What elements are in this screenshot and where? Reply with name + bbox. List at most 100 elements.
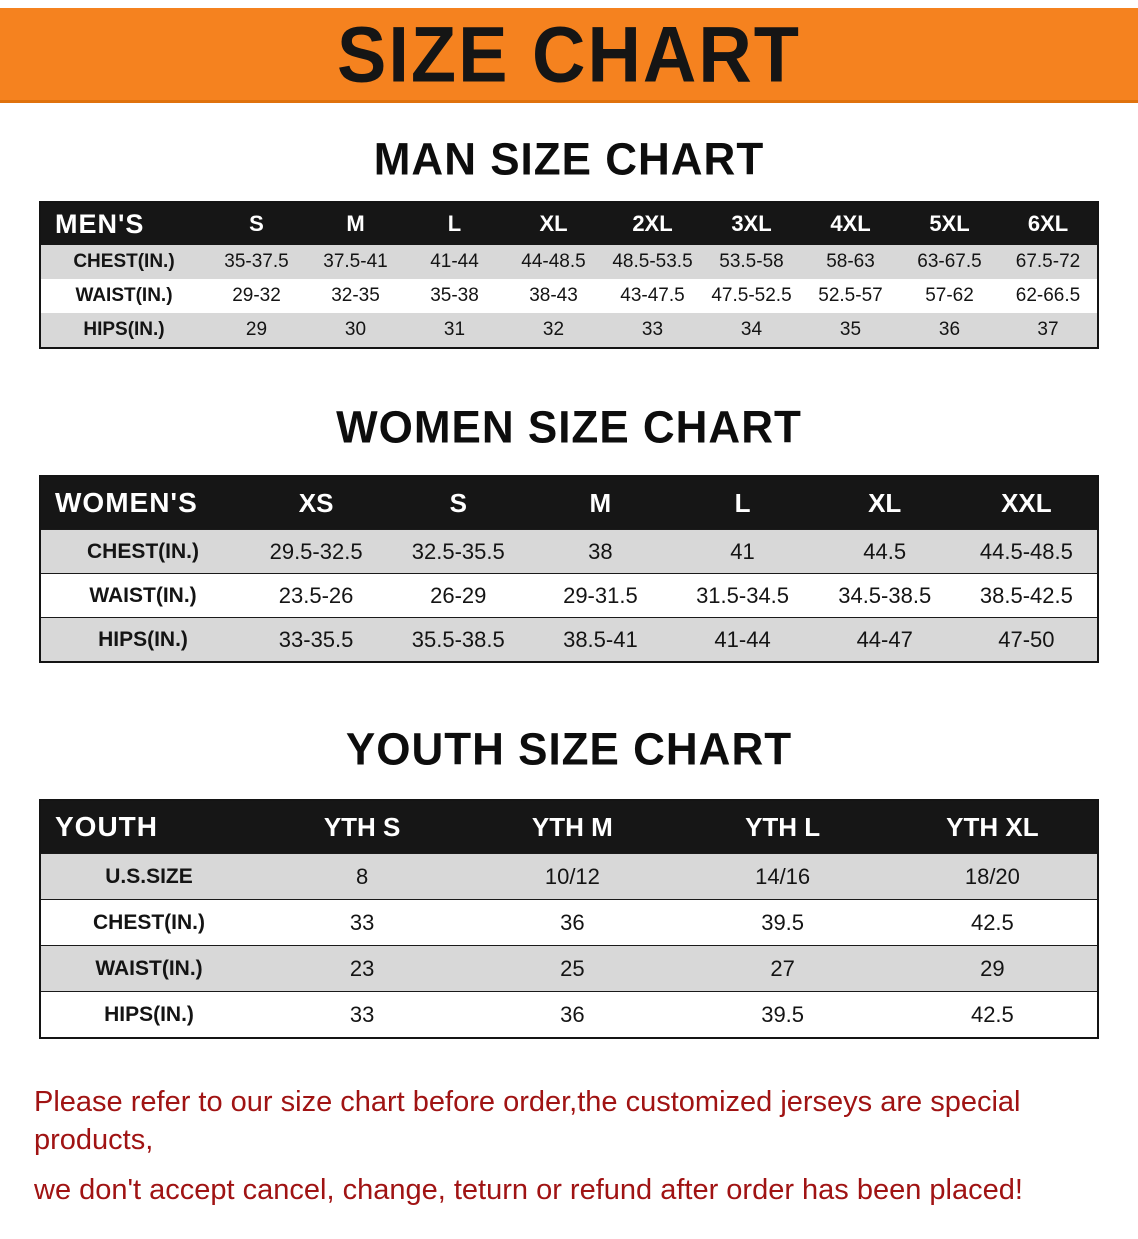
size-value-cell: 33 xyxy=(641,319,664,340)
size-value-cell: 41-44 xyxy=(671,617,814,662)
women-size-section: WOMEN SIZE CHART WOMEN'S XS S M L XL XXL CHEST(… xyxy=(0,402,1138,663)
size-value-cell: 31.5-34.5 xyxy=(671,573,814,618)
size-value-cell: 44.5-48.5 xyxy=(955,529,1098,574)
size-value-cell: 38.5-42.5 xyxy=(955,573,1098,618)
size-value-cell: 35 xyxy=(839,319,862,340)
table-header-row: MEN'S S M L XL 2XL 3XL 4XL 5XL 6XL xyxy=(40,202,1098,245)
size-value-cell: 42.5 xyxy=(887,899,1098,946)
size-value-cell: 29 xyxy=(887,945,1098,992)
row-label-cell: WAIST(IN.) xyxy=(40,945,257,992)
table-row: CHEST(IN.) 35-37.5 37.5-41 41-44 44-48.5 48.5… xyxy=(40,245,1098,279)
size-value-cell: 26-29 xyxy=(387,573,530,618)
size-value-cell: 29 xyxy=(245,319,268,340)
table-row: CHEST(IN.) 29.5-32.5 32.5-35.5 38 41 44.5 44.5… xyxy=(40,529,1098,574)
row-label-cell: U.S.SIZE xyxy=(40,853,257,900)
table-title-cell: WOMEN'S xyxy=(40,476,245,530)
size-value-cell: 33 xyxy=(257,899,468,946)
size-value-cell: 53.5-58 xyxy=(719,251,784,272)
banner: SIZE CHART xyxy=(0,8,1138,103)
size-value-cell: 47.5-52.5 xyxy=(711,285,792,306)
size-value-cell: 67.5-72 xyxy=(1015,251,1081,272)
size-value-cell: 25 xyxy=(467,945,678,992)
women-size-heading: WOMEN SIZE CHART xyxy=(336,402,802,453)
order-notice-line-2: we don't accept cancel, change, teturn o… xyxy=(34,1174,1023,1206)
size-value-cell: 41 xyxy=(671,529,814,574)
size-value-cell: 34 xyxy=(740,319,763,340)
youth-size-section: YOUTH SIZE CHART YOUTH YTH S YTH M YTH L YTH… xyxy=(0,724,1138,1039)
size-value-cell: 18/20 xyxy=(887,853,1098,900)
size-header-cell: 5XL xyxy=(900,202,999,245)
size-value-cell: 58-63 xyxy=(826,251,875,272)
row-label-cell: WAIST(IN.) xyxy=(75,285,173,306)
size-value-cell: 33 xyxy=(257,991,468,1038)
size-header-cell: XXL xyxy=(955,476,1098,530)
size-value-cell: 8 xyxy=(257,853,468,900)
size-value-cell: 38-43 xyxy=(529,285,578,306)
size-value-cell: 35-38 xyxy=(430,285,479,306)
size-value-cell: 35.5-38.5 xyxy=(387,617,530,662)
table-title-cell: YOUTH xyxy=(40,800,257,854)
order-notice-line-1: Please refer to our size chart before or… xyxy=(34,1086,1021,1156)
size-value-cell: 34.5-38.5 xyxy=(813,573,956,618)
size-value-cell: 32 xyxy=(542,319,565,340)
size-header-cell: 2XL xyxy=(603,202,702,245)
page-title: SIZE CHART xyxy=(337,10,801,98)
women-size-table: WOMEN'S XS S M L XL XXL CHEST(IN.) 29.5-32.5 32.5… xyxy=(39,475,1099,663)
size-value-cell: 36 xyxy=(467,899,678,946)
size-value-cell: 32.5-35.5 xyxy=(387,529,530,574)
table-row: WAIST(IN.) 23 25 27 29 xyxy=(40,945,1098,992)
size-value-cell: 38.5-41 xyxy=(529,617,672,662)
table-header-row: YOUTH YTH S YTH M YTH L YTH XL xyxy=(40,800,1098,854)
table-row: HIPS(IN.) 29 30 31 32 33 34 35 36 37 xyxy=(40,313,1098,348)
size-value-cell: 48.5-53.5 xyxy=(612,251,693,272)
size-header-cell: XL xyxy=(504,202,603,245)
size-value-cell: 29-32 xyxy=(232,285,281,306)
size-value-cell: 62-66.5 xyxy=(1015,285,1081,306)
youth-size-table: YOUTH YTH S YTH M YTH L YTH XL U.S.SIZE 8 10/12… xyxy=(39,799,1099,1039)
size-header-cell: M xyxy=(306,202,405,245)
size-value-cell: 29-31.5 xyxy=(529,573,672,618)
size-value-cell: 39.5 xyxy=(677,899,888,946)
men-size-section: MAN SIZE CHART MEN'S S M L XL 2XL 3XL 4XL 5XL 6XL… xyxy=(0,134,1138,349)
size-value-cell: 29.5-32.5 xyxy=(245,529,388,574)
order-notice: Please refer to our size chart before or… xyxy=(34,1083,1104,1209)
row-label-cell: CHEST(IN.) xyxy=(40,899,257,946)
size-value-cell: 57-62 xyxy=(925,285,974,306)
table-row: HIPS(IN.) 33-35.5 35.5-38.5 38.5-41 41-44 44-… xyxy=(40,617,1098,662)
men-size-heading: MAN SIZE CHART xyxy=(373,134,765,185)
size-value-cell: 63-67.5 xyxy=(917,251,982,272)
row-label-cell: HIPS(IN.) xyxy=(40,991,257,1038)
row-label-cell: WAIST(IN.) xyxy=(40,573,245,618)
size-value-cell: 30 xyxy=(344,319,367,340)
size-value-cell: 23.5-26 xyxy=(245,573,388,618)
size-header-cell: L xyxy=(671,476,814,530)
size-header-cell: YTH S xyxy=(257,800,468,854)
size-value-cell: 14/16 xyxy=(677,853,888,900)
table-row: HIPS(IN.) 33 36 39.5 42.5 xyxy=(40,991,1098,1038)
youth-size-heading: YOUTH SIZE CHART xyxy=(345,724,793,775)
row-label-cell: CHEST(IN.) xyxy=(73,251,175,272)
size-value-cell: 23 xyxy=(257,945,468,992)
size-value-cell: 35-37.5 xyxy=(224,251,289,272)
table-row: CHEST(IN.) 33 36 39.5 42.5 xyxy=(40,899,1098,946)
table-row: WAIST(IN.) 29-32 32-35 35-38 38-43 43-47.5 47.… xyxy=(40,279,1098,313)
size-value-cell: 32-35 xyxy=(331,285,380,306)
size-value-cell: 41-44 xyxy=(430,251,479,272)
size-header-cell: S xyxy=(207,202,306,245)
size-header-cell: 6XL xyxy=(999,202,1098,245)
size-header-cell: XL xyxy=(813,476,956,530)
size-header-cell: YTH L xyxy=(677,800,888,854)
size-value-cell: 47-50 xyxy=(955,617,1098,662)
size-value-cell: 43-47.5 xyxy=(620,285,685,306)
table-row: WAIST(IN.) 23.5-26 26-29 29-31.5 31.5-34.5 34… xyxy=(40,573,1098,618)
size-value-cell: 52.5-57 xyxy=(818,285,883,306)
size-value-cell: 37 xyxy=(1037,319,1059,340)
size-header-cell: 4XL xyxy=(801,202,900,245)
size-value-cell: 31 xyxy=(443,319,466,340)
size-header-cell: YTH M xyxy=(467,800,678,854)
table-header-row: WOMEN'S XS S M L XL XXL xyxy=(40,476,1098,530)
men-size-table: MEN'S S M L XL 2XL 3XL 4XL 5XL 6XL CHEST(IN.) 35-37… xyxy=(39,201,1099,349)
size-value-cell: 36 xyxy=(467,991,678,1038)
size-value-cell: 39.5 xyxy=(677,991,888,1038)
